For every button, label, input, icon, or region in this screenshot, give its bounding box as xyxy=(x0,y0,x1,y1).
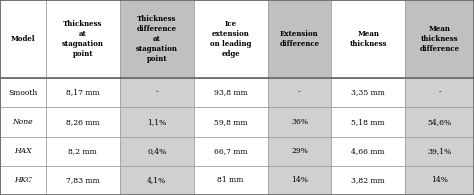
Text: 81 mm: 81 mm xyxy=(218,176,244,184)
Bar xyxy=(331,0,405,78)
Text: 5,18 mm: 5,18 mm xyxy=(351,118,385,126)
Text: HKC: HKC xyxy=(14,176,32,184)
Text: -: - xyxy=(298,89,301,97)
Bar xyxy=(268,107,331,136)
Bar xyxy=(405,107,474,136)
Text: Smooth: Smooth xyxy=(8,89,37,97)
Text: None: None xyxy=(13,118,33,126)
Bar xyxy=(331,166,405,195)
Bar xyxy=(268,136,331,166)
Bar xyxy=(120,107,194,136)
Text: 29%: 29% xyxy=(291,147,308,155)
Text: HAX: HAX xyxy=(14,147,32,155)
Text: Thickness
difference
at
stagnation
point: Thickness difference at stagnation point xyxy=(136,15,178,63)
Bar xyxy=(331,78,405,107)
Text: 93,8 mm: 93,8 mm xyxy=(214,89,247,97)
Bar xyxy=(0,107,46,136)
Text: -: - xyxy=(155,89,158,97)
Text: Mean
thickness
difference: Mean thickness difference xyxy=(419,25,460,53)
Bar xyxy=(194,136,268,166)
Text: 59,8 mm: 59,8 mm xyxy=(214,118,247,126)
Text: 54,6%: 54,6% xyxy=(428,118,452,126)
Bar xyxy=(120,78,194,107)
Bar xyxy=(46,78,120,107)
Text: -: - xyxy=(438,89,441,97)
Bar xyxy=(120,0,194,78)
Text: 3,82 mm: 3,82 mm xyxy=(351,176,385,184)
Text: 7,83 mm: 7,83 mm xyxy=(66,176,100,184)
Text: 14%: 14% xyxy=(431,176,448,184)
Bar xyxy=(331,136,405,166)
Text: Thickness
at
stagnation
point: Thickness at stagnation point xyxy=(62,20,104,58)
Bar xyxy=(268,0,331,78)
Text: 8,2 mm: 8,2 mm xyxy=(68,147,97,155)
Text: 1,1%: 1,1% xyxy=(147,118,166,126)
Bar xyxy=(405,166,474,195)
Bar xyxy=(120,136,194,166)
Bar xyxy=(46,136,120,166)
Text: 3,35 mm: 3,35 mm xyxy=(351,89,385,97)
Bar xyxy=(405,78,474,107)
Bar xyxy=(46,166,120,195)
Bar xyxy=(194,166,268,195)
Bar xyxy=(194,78,268,107)
Bar xyxy=(331,107,405,136)
Bar xyxy=(268,78,331,107)
Bar xyxy=(194,107,268,136)
Bar xyxy=(194,0,268,78)
Bar xyxy=(405,0,474,78)
Text: 14%: 14% xyxy=(291,176,308,184)
Text: Model: Model xyxy=(10,35,35,43)
Text: 4,1%: 4,1% xyxy=(147,176,166,184)
Text: 36%: 36% xyxy=(291,118,308,126)
Text: 39,1%: 39,1% xyxy=(428,147,452,155)
Text: 8,17 mm: 8,17 mm xyxy=(66,89,100,97)
Bar xyxy=(268,166,331,195)
Text: Mean
thickness: Mean thickness xyxy=(349,30,387,48)
Text: 0,4%: 0,4% xyxy=(147,147,166,155)
Text: Extension
difference: Extension difference xyxy=(279,30,319,48)
Text: 8,26 mm: 8,26 mm xyxy=(66,118,100,126)
Bar xyxy=(0,78,46,107)
Bar xyxy=(120,166,194,195)
Bar xyxy=(0,136,46,166)
Bar xyxy=(46,107,120,136)
Text: Ice
extension
on leading
edge: Ice extension on leading edge xyxy=(210,20,251,58)
Bar xyxy=(46,0,120,78)
Bar xyxy=(405,136,474,166)
Text: 66,7 mm: 66,7 mm xyxy=(214,147,247,155)
Bar xyxy=(0,0,46,78)
Text: 4,66 mm: 4,66 mm xyxy=(351,147,385,155)
Bar xyxy=(0,166,46,195)
